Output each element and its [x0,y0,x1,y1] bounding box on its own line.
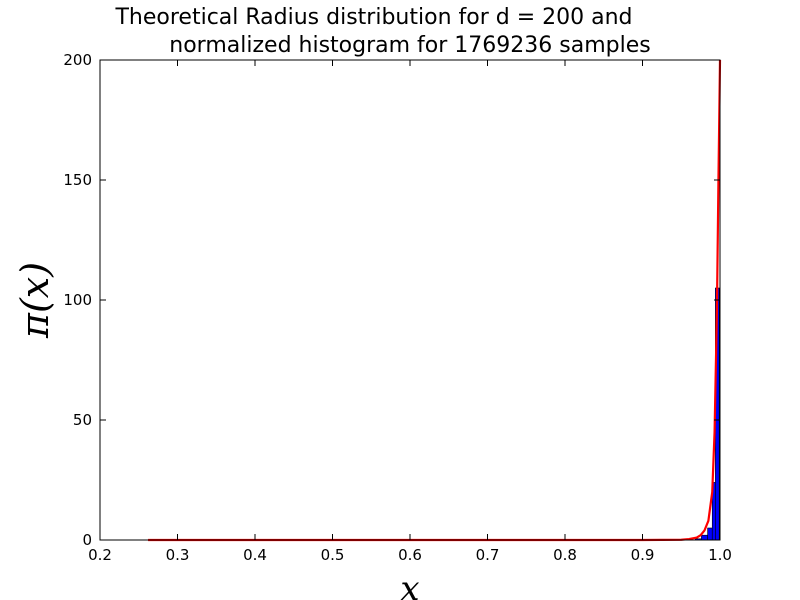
plot-frame [99,59,721,541]
x-axis-label: x [400,569,419,600]
y-tick-label: 200 [63,51,92,69]
y-tick-label: 50 [73,411,92,429]
histogram-bar [707,527,713,541]
x-tick-label: 0.2 [88,546,112,564]
x-tick-label: 1.0 [708,546,732,564]
theory-curve [148,59,722,542]
x-tick-label: 0.5 [321,546,345,564]
x-tick-label: 0.9 [631,546,655,564]
histogram-bar [701,534,708,541]
chart-title-line-1: Theoretical Radius distribution for d = … [114,5,632,30]
x-tick-label: 0.3 [166,546,190,564]
x-tick-label: 0.4 [243,546,267,564]
theory-curve-group [148,59,722,542]
x-axis-ticks: 0.2 0.3 0.4 0.5 0.6 0.7 0.8 0.9 1.0 [88,60,732,564]
y-tick-label: 150 [63,171,92,189]
x-tick-label: 0.8 [553,546,577,564]
y-axis-ticks: 0 50 100 150 200 [63,51,720,549]
y-axis-label: π(x) [13,262,57,339]
x-tick-label: 0.7 [476,546,500,564]
y-tick-label: 100 [63,291,92,309]
chart-title-line-2: normalized histogram for 1769236 samples [169,33,650,58]
x-tick-label: 0.6 [398,546,422,564]
y-tick-label: 0 [82,531,92,549]
